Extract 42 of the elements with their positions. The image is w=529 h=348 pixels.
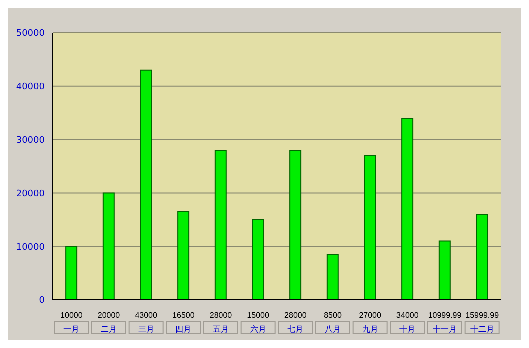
- x-tick-label: 四月: [176, 325, 192, 334]
- bar: [290, 150, 302, 300]
- bar: [140, 70, 152, 300]
- bar: [214, 150, 227, 300]
- x-tick-label: 十一月: [433, 325, 457, 334]
- bar: [364, 155, 376, 300]
- y-tick-label: 10000: [16, 242, 46, 253]
- x-tick-label: 九月: [362, 325, 378, 334]
- bar: [402, 118, 414, 300]
- bar: [252, 219, 264, 300]
- y-tick-label: 20000: [16, 189, 46, 200]
- bar: [476, 214, 488, 300]
- x-tick-label: 十月: [400, 325, 416, 334]
- x-tick-label: 五月: [213, 325, 229, 334]
- data-label: 15999.99: [466, 311, 500, 320]
- bar: [438, 240, 451, 300]
- bar: [66, 246, 78, 300]
- x-tick-label: 一月: [64, 325, 80, 334]
- data-label: 27000: [359, 311, 382, 320]
- x-tick-label: 十二月: [470, 325, 494, 334]
- x-tick-label: 二月: [101, 325, 117, 334]
- y-tick-label: 30000: [16, 136, 46, 146]
- x-tick-label: 八月: [325, 325, 341, 334]
- data-label: 15000: [247, 311, 270, 320]
- data-label: 43000: [135, 311, 158, 320]
- data-label: 28000: [210, 311, 233, 320]
- x-tick-label: 七月: [288, 325, 304, 334]
- bar: [102, 192, 115, 300]
- y-tick-label: 0: [39, 296, 46, 306]
- data-label: 10999.99: [428, 311, 462, 320]
- x-tick-label: 三月: [138, 325, 154, 334]
- bar: [178, 211, 190, 300]
- x-tick-label: 六月: [250, 325, 266, 334]
- bar: [326, 254, 339, 300]
- y-tick-label: 50000: [16, 29, 46, 40]
- data-label: 28000: [284, 311, 308, 320]
- data-label: 10000: [60, 311, 84, 320]
- data-label: 20000: [98, 311, 121, 320]
- y-tick-label: 40000: [16, 82, 46, 93]
- data-label: 34000: [396, 311, 420, 320]
- data-label: 8500: [324, 311, 342, 320]
- data-label: 16500: [172, 311, 196, 320]
